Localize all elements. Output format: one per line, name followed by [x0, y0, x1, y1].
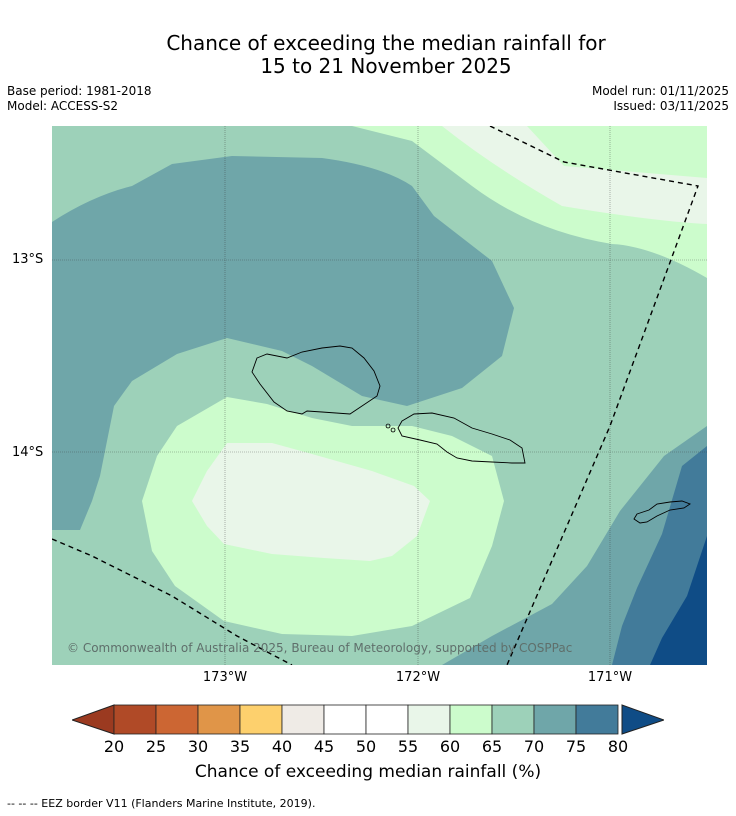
colorbar-tick-label: 45 [313, 737, 335, 756]
colorbar-cell [197, 704, 241, 735]
colorbar-under-arrow [72, 704, 115, 735]
model-name: Model: ACCESS-S2 [7, 99, 119, 113]
colorbar-tick-label: 50 [355, 737, 377, 756]
lon-label-172w: 172°W [395, 670, 441, 685]
colorbar-cell [449, 704, 493, 735]
title-line-1: Chance of exceeding the median rainfall … [166, 31, 606, 55]
colorbar-over-arrow [621, 704, 664, 735]
colorbar-tick-label: 75 [565, 737, 587, 756]
colorbar-tick-label: 35 [229, 737, 251, 756]
colorbar-tick-label: 40 [271, 737, 293, 756]
colorbar-tick-label: 60 [439, 737, 461, 756]
eez-footnote: -- -- -- EEZ border V11 (Flanders Marine… [7, 797, 316, 810]
model-run: Model run: 01/11/2025 [591, 84, 729, 98]
colorbar [72, 704, 664, 735]
rainfall-map [52, 126, 707, 665]
colorbar-tick-label: 70 [523, 737, 545, 756]
base-period: Base period: 1981-2018 [7, 84, 152, 98]
island-tutuila [633, 500, 691, 524]
islet-apolima [385, 423, 391, 429]
title-line-2: 15 to 21 November 2025 [260, 54, 512, 78]
map-title: Chance of exceeding the median rainfall … [0, 32, 736, 78]
colorbar-cell [113, 704, 157, 735]
lat-label-14s: 14°S [12, 445, 44, 460]
colorbar-tick-label: 25 [145, 737, 167, 756]
copyright-notice: © Commonwealth of Australia 2025, Bureau… [67, 641, 573, 655]
contour-55-65-north [442, 126, 707, 224]
colorbar-cell [407, 704, 451, 735]
colorbar-tick-label: 30 [187, 737, 209, 756]
island-savaii [251, 345, 381, 415]
colorbar-label: Chance of exceeding median rainfall (%) [194, 762, 542, 782]
colorbar-cell [491, 704, 535, 735]
eez-border-south [52, 538, 293, 665]
colorbar-tick-label: 80 [607, 737, 629, 756]
meta-right: Model run: 01/11/2025 Issued: 03/11/2025 [592, 84, 729, 114]
lat-label-13s: 13°S [12, 252, 44, 267]
contour-80-plus-far [650, 536, 707, 665]
island-upolu [397, 412, 526, 464]
colorbar-cell [323, 704, 367, 735]
colorbar-cells [113, 704, 619, 735]
colorbar-cell [281, 704, 325, 735]
colorbar-cell [533, 704, 577, 735]
eez-border-north [489, 126, 699, 665]
lon-label-171w: 171°W [587, 670, 633, 685]
meta-left: Base period: 1981-2018 Model: ACCESS-S2 [7, 84, 152, 114]
colorbar-tick-label: 20 [103, 737, 125, 756]
contour-75-80-west [52, 156, 514, 530]
lon-label-173w: 173°W [202, 670, 248, 685]
colorbar-cell [155, 704, 199, 735]
issued-date: Issued: 03/11/2025 [613, 99, 729, 113]
colorbar-tick-label: 55 [397, 737, 419, 756]
colorbar-cell [239, 704, 283, 735]
colorbar-cell [575, 704, 619, 735]
islet-manono [390, 427, 396, 433]
contour-55-65-core [192, 443, 430, 561]
colorbar-cell [365, 704, 409, 735]
colorbar-tick-label: 65 [481, 737, 503, 756]
